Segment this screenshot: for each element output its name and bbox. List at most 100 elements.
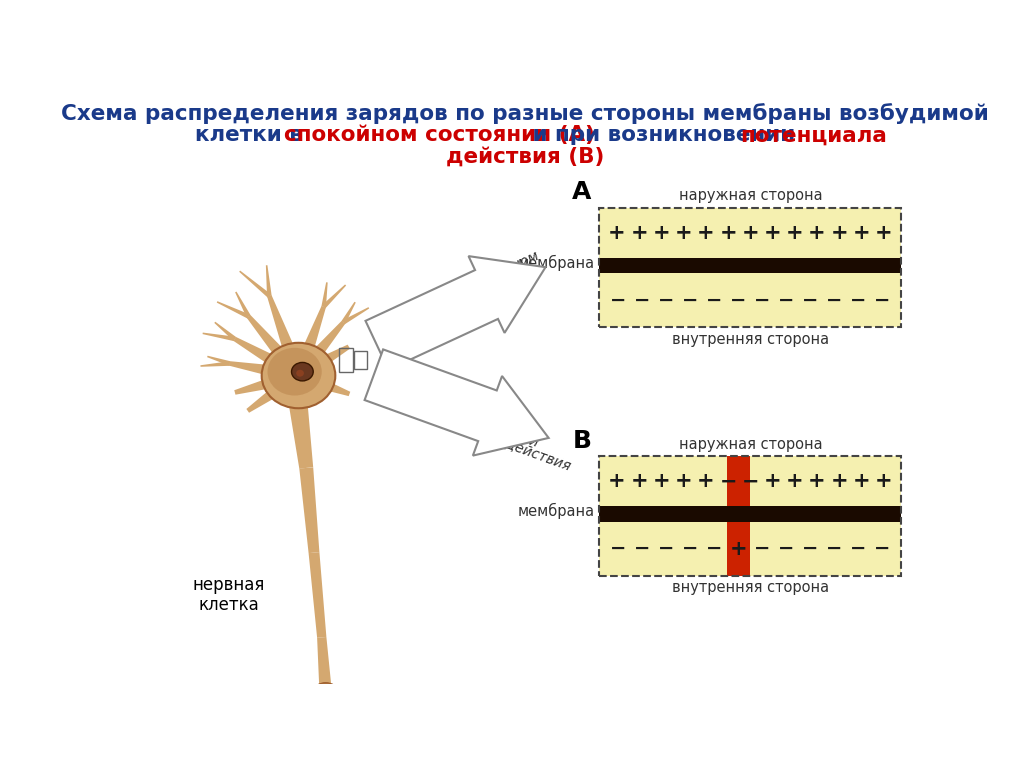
Text: −: − <box>802 539 818 558</box>
Text: −: − <box>754 539 770 558</box>
Polygon shape <box>247 315 304 380</box>
Text: −: − <box>741 472 759 492</box>
Text: +: + <box>853 472 870 492</box>
Bar <box>599 207 901 327</box>
Text: +: + <box>853 223 870 243</box>
Text: A: A <box>572 180 592 204</box>
Polygon shape <box>298 688 328 712</box>
Polygon shape <box>201 361 230 367</box>
Text: +: + <box>675 472 692 492</box>
Text: −: − <box>826 539 843 558</box>
Polygon shape <box>366 256 546 369</box>
Text: +: + <box>697 472 715 492</box>
Text: потенциала: потенциала <box>740 125 888 145</box>
Ellipse shape <box>296 369 304 376</box>
Ellipse shape <box>323 712 329 717</box>
Polygon shape <box>247 369 303 412</box>
Polygon shape <box>217 301 250 319</box>
Polygon shape <box>365 349 549 455</box>
Polygon shape <box>341 302 355 323</box>
Text: +: + <box>631 472 648 492</box>
Text: наружная сторона: наружная сторона <box>679 437 822 452</box>
Polygon shape <box>214 322 237 341</box>
Text: +: + <box>830 472 848 492</box>
Text: +: + <box>652 223 671 243</box>
Polygon shape <box>207 356 230 366</box>
Text: −: − <box>707 290 723 310</box>
Text: нервная
клетка: нервная клетка <box>193 575 265 614</box>
Text: −: − <box>682 290 698 310</box>
Text: +: + <box>675 223 692 243</box>
Text: −: − <box>610 290 627 310</box>
Text: мембрана: мембрана <box>517 254 595 270</box>
Text: +: + <box>786 472 804 492</box>
Bar <box>599 456 901 507</box>
Text: действия (В): действия (В) <box>445 147 604 167</box>
Text: клетки в: клетки в <box>195 125 310 145</box>
Text: +: + <box>874 472 893 492</box>
Text: +: + <box>741 223 759 243</box>
Text: −: − <box>682 539 698 558</box>
Bar <box>599 258 901 273</box>
Text: и при возникновении: и при возникновении <box>525 125 803 145</box>
Text: мембрана в спокойном: мембрана в спокойном <box>382 249 541 333</box>
Ellipse shape <box>267 348 322 396</box>
Text: +: + <box>874 223 893 243</box>
Text: −: − <box>850 539 866 558</box>
Text: +: + <box>697 223 715 243</box>
Text: +: + <box>631 223 648 243</box>
Text: −: − <box>658 539 675 558</box>
Polygon shape <box>293 321 345 380</box>
Polygon shape <box>233 337 302 382</box>
Text: состоянии: состоянии <box>420 286 495 330</box>
Bar <box>339 348 352 372</box>
Polygon shape <box>299 467 319 553</box>
Polygon shape <box>308 552 327 637</box>
Polygon shape <box>234 368 300 395</box>
Text: −: − <box>719 472 737 492</box>
Text: −: − <box>826 290 843 310</box>
Text: −: − <box>778 290 795 310</box>
Text: +: + <box>608 223 626 243</box>
Bar <box>599 207 901 258</box>
Polygon shape <box>289 406 313 468</box>
Polygon shape <box>267 295 306 378</box>
Text: +: + <box>808 223 825 243</box>
Text: −: − <box>850 290 866 310</box>
Text: −: − <box>707 539 723 558</box>
Polygon shape <box>229 361 300 383</box>
Text: −: − <box>778 539 795 558</box>
Polygon shape <box>291 306 326 378</box>
Bar <box>599 456 901 576</box>
Text: +: + <box>786 223 804 243</box>
Text: внутренняя сторона: внутренняя сторона <box>672 581 828 595</box>
Polygon shape <box>322 284 346 309</box>
Text: наружная сторона: наружная сторона <box>679 188 822 203</box>
Text: −: − <box>730 290 746 310</box>
Ellipse shape <box>346 706 352 710</box>
Text: +: + <box>764 223 781 243</box>
Polygon shape <box>240 270 270 298</box>
Text: спокойном состоянии (А): спокойном состоянии (А) <box>285 125 595 145</box>
Polygon shape <box>342 307 370 324</box>
Polygon shape <box>236 292 251 318</box>
Text: внутренняя сторона: внутренняя сторона <box>672 332 828 346</box>
Text: +: + <box>830 223 848 243</box>
Text: Схема распределения зарядов по разные стороны мембраны возбудимой: Схема распределения зарядов по разные ст… <box>60 103 989 124</box>
Text: мембрана, на которой: мембрана, на которой <box>382 381 541 450</box>
Text: +: + <box>808 472 825 492</box>
Bar <box>727 507 750 522</box>
Text: −: − <box>802 290 818 310</box>
Polygon shape <box>317 637 332 692</box>
Text: −: − <box>634 290 650 310</box>
Polygon shape <box>203 333 236 341</box>
Polygon shape <box>322 283 328 307</box>
Bar <box>727 522 750 576</box>
Text: возник потенциал действия: возник потенциал действия <box>374 389 572 473</box>
Text: мембрана: мембрана <box>517 503 595 519</box>
Bar <box>727 456 750 507</box>
Text: −: − <box>634 539 650 558</box>
Text: +: + <box>764 472 781 492</box>
Polygon shape <box>322 691 330 714</box>
Text: −: − <box>874 290 891 310</box>
